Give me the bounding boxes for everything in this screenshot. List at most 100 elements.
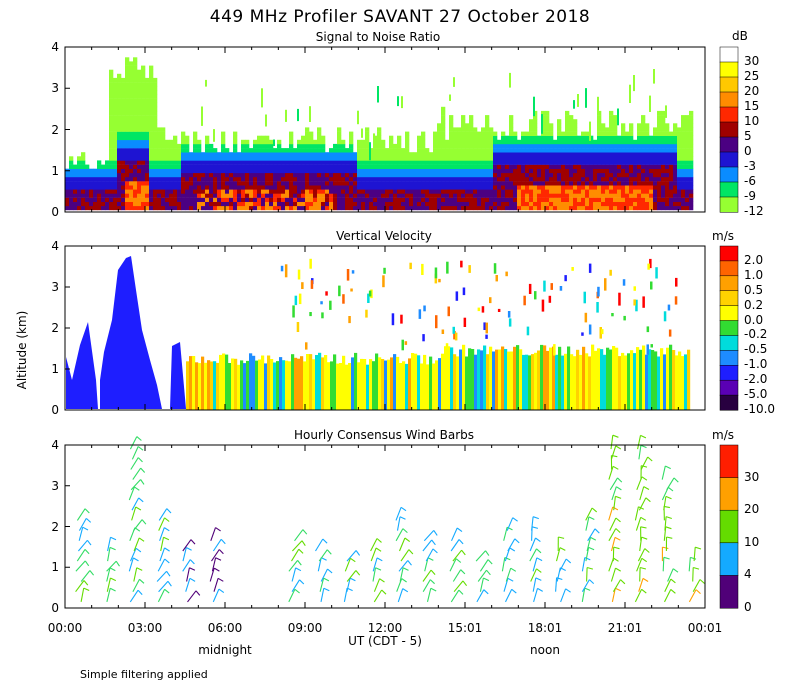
snr-cell (353, 164, 358, 169)
snr-cell (277, 205, 282, 211)
snr-cell (145, 115, 150, 120)
snr-cell (657, 201, 662, 207)
snr-cell (649, 152, 654, 157)
snr-cell (465, 160, 470, 165)
snr-cell (245, 148, 250, 153)
snr-cell (573, 181, 578, 186)
snr-cell (505, 181, 510, 186)
snr-cell (513, 143, 518, 149)
snr-cell (673, 160, 678, 165)
snr-cell (121, 77, 126, 83)
snr-cell (493, 164, 498, 169)
snr-cell (265, 139, 270, 145)
snr-cell (117, 73, 122, 79)
wind-barb-flag (400, 506, 407, 512)
snr-cell (325, 152, 330, 157)
snr-cell (545, 131, 550, 136)
snr-cell (657, 185, 662, 190)
velocity-column (297, 358, 301, 410)
velocity-column (381, 359, 385, 410)
snr-cell (629, 160, 634, 165)
snr-cell (473, 181, 478, 186)
snr-cell (141, 127, 146, 132)
snr-cell (685, 115, 690, 120)
snr-cell (125, 102, 130, 108)
snr-cell (489, 168, 494, 174)
snr-cell (341, 143, 346, 149)
snr-cell (469, 115, 474, 120)
snr-cell (593, 181, 598, 186)
snr-cell (557, 164, 562, 169)
snr-cell (569, 181, 574, 186)
snr-cell (305, 205, 310, 211)
snr-cell (393, 143, 398, 149)
wind-barb (661, 465, 666, 480)
wind-barb-flag (135, 547, 142, 553)
snr-cell (597, 143, 602, 149)
velocity-column (333, 354, 337, 410)
snr-cell (233, 156, 238, 161)
snr-cell (137, 160, 142, 165)
snr-cell (633, 172, 638, 178)
snr-cell (577, 143, 582, 149)
snr-cell (689, 181, 694, 186)
snr-cell (441, 106, 446, 112)
snr-cell (657, 176, 662, 182)
snr-cell (353, 193, 358, 198)
snr-cell (525, 172, 530, 178)
snr-cell (125, 73, 130, 79)
snr-cell (157, 185, 162, 190)
snr-cell (577, 172, 582, 178)
snr-cell (201, 172, 206, 178)
snr-cell (645, 164, 650, 169)
snr-cell (389, 181, 394, 186)
snr-cell (397, 168, 402, 174)
snr-cell (641, 168, 646, 174)
snr-cell (545, 127, 550, 132)
snr-cell (533, 148, 538, 153)
snr-cell (257, 135, 262, 141)
wind-barb-flag (298, 548, 304, 554)
velocity-column (561, 355, 565, 410)
snr-cell (421, 189, 426, 194)
snr-cell (261, 168, 266, 174)
snr-cell (561, 176, 566, 182)
snr-cell (129, 172, 134, 178)
snr-cell (661, 115, 666, 120)
snr-cell (249, 205, 254, 211)
snr-cell (669, 156, 674, 161)
snr-cell (117, 139, 122, 145)
velocity-column (354, 352, 358, 410)
snr-cell (121, 115, 126, 120)
velocity-column (537, 350, 541, 410)
snr-cell (333, 176, 338, 182)
snr-cell (261, 156, 266, 161)
snr-cell (133, 143, 138, 149)
snr-cell (641, 176, 646, 182)
snr-cell (173, 205, 178, 211)
velocity-column (471, 349, 475, 410)
snr-cell (413, 181, 418, 186)
snr-cell (73, 193, 78, 198)
snr-cell (513, 135, 518, 141)
velocity-panel-title: Vertical Velocity (336, 229, 432, 243)
snr-cell (317, 148, 322, 153)
snr-cell (601, 168, 606, 174)
snr-cell (505, 172, 510, 178)
snr-cell (565, 193, 570, 198)
snr-cell (197, 201, 202, 207)
snr-cell (533, 205, 538, 211)
snr-cell (241, 156, 246, 161)
snr-cell (669, 189, 674, 194)
snr-cell (541, 156, 546, 161)
wind-barb-flag (514, 538, 520, 544)
snr-cell (393, 176, 398, 182)
wind-barb (452, 569, 462, 582)
snr-cell (385, 160, 390, 165)
velocity-echo (292, 305, 295, 318)
snr-cell (197, 197, 202, 202)
snr-cell (237, 205, 242, 211)
velocity-column (588, 356, 592, 410)
snr-cell (153, 86, 158, 91)
snr-cell (429, 205, 434, 211)
